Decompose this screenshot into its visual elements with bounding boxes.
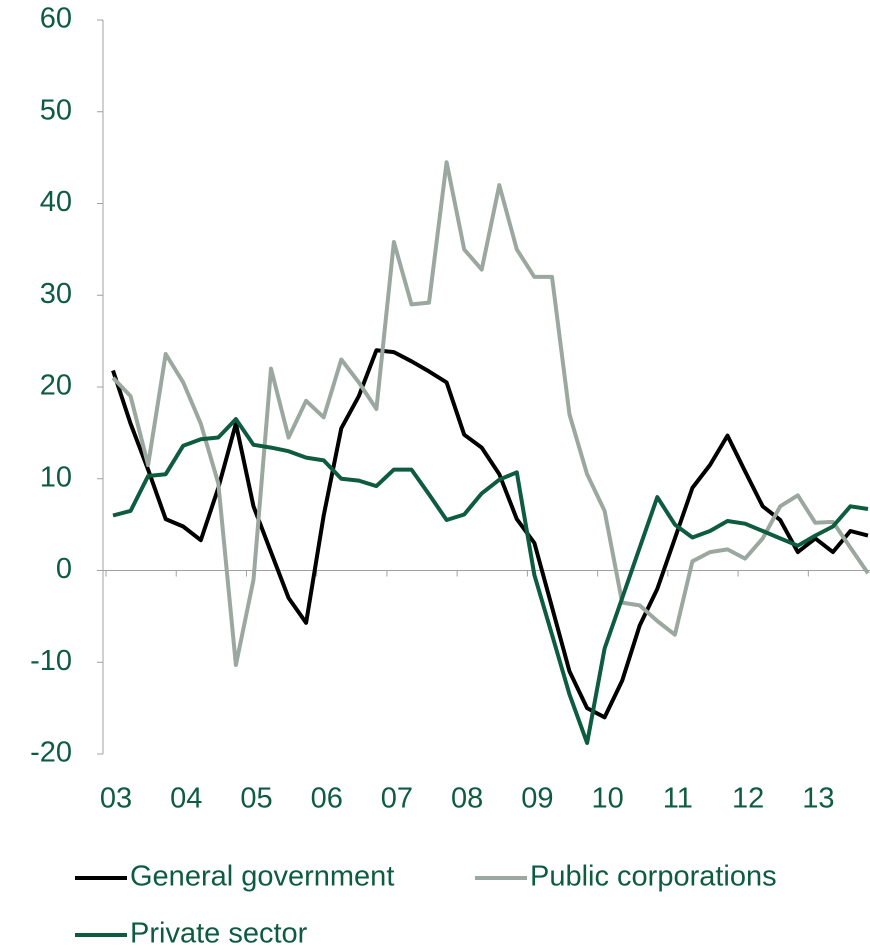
x-tick-label: 04	[170, 783, 202, 815]
y-tick-label: 20	[40, 370, 72, 402]
series-line	[112, 417, 869, 745]
y-tick-label: 0	[56, 553, 72, 585]
x-tick-label: 09	[521, 783, 553, 815]
x-tick-label: 08	[451, 783, 483, 815]
x-tick-label: 12	[732, 783, 764, 815]
series-line	[111, 348, 869, 720]
x-tick-label: 13	[802, 783, 834, 815]
series-line	[111, 160, 870, 667]
y-tick-label: 30	[40, 278, 72, 310]
x-tick-label: 03	[100, 783, 132, 815]
x-tick-label: 06	[311, 783, 343, 815]
y-tick-label: 60	[40, 3, 72, 35]
y-tick-label: 40	[40, 186, 72, 218]
legend-label: Private sector	[130, 918, 308, 950]
x-tick-label: 11	[663, 783, 693, 815]
y-tick-label: -10	[30, 645, 72, 677]
y-tick-label: -20	[30, 737, 72, 769]
x-tick-label: 07	[381, 783, 413, 815]
y-tick-label: 10	[40, 461, 72, 493]
x-tick-label: 10	[591, 783, 623, 815]
legend-label: Public corporations	[530, 861, 777, 893]
x-tick-label: 05	[240, 783, 272, 815]
legend-label: General government	[130, 861, 394, 893]
y-tick-label: 50	[40, 94, 72, 126]
